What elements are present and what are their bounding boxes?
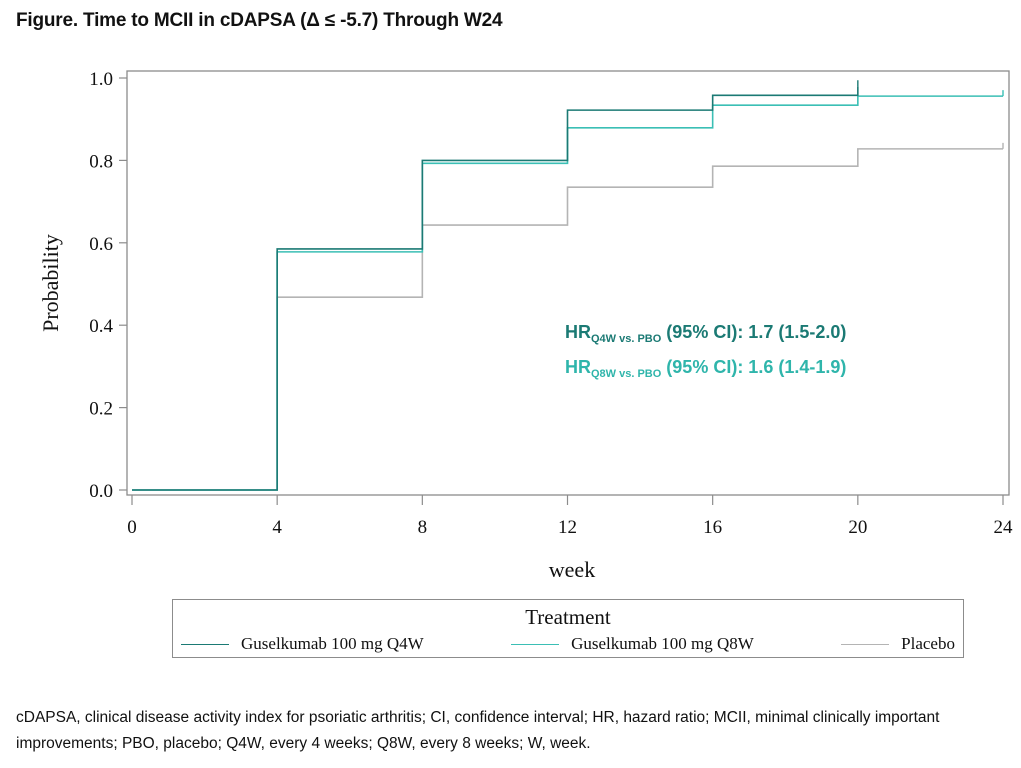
hr-prefix: HR <box>565 322 591 342</box>
series-layer <box>132 80 1004 491</box>
legend-label: Placebo <box>901 634 955 653</box>
y-tick-label: 0.8 <box>89 151 113 172</box>
y-tick-label: 0.0 <box>89 481 113 502</box>
hr-text: (95% CI): 1.6 (1.4-1.9) <box>661 357 847 377</box>
y-tick-label: 0.4 <box>89 316 113 337</box>
x-tick-label: 12 <box>558 517 577 538</box>
legend-item-q4w: Guselkumab 100 mg Q4W <box>181 634 424 654</box>
hazard-ratio-annotations: HRQ4W vs. PBO (95% CI): 1.7 (1.5-2.0) HR… <box>565 318 846 388</box>
legend: Treatment Guselkumab 100 mg Q4W Guselkum… <box>172 599 964 658</box>
legend-title: Treatment <box>525 605 611 629</box>
hr-annotation-q4w: HRQ4W vs. PBO (95% CI): 1.7 (1.5-2.0) <box>565 318 846 353</box>
x-axis-label: week <box>549 557 595 582</box>
footnote: cDAPSA, clinical disease activity index … <box>16 709 940 752</box>
hr-annotation-q8w: HRQ8W vs. PBO (95% CI): 1.6 (1.4-1.9) <box>565 353 846 388</box>
legend-swatch-q4w <box>181 643 229 645</box>
legend-swatch-q8w <box>511 643 560 645</box>
hr-subscript: Q4W vs. PBO <box>591 333 662 345</box>
hr-subscript: Q8W vs. PBO <box>591 368 662 380</box>
x-tick-label: 0 <box>127 517 137 538</box>
km-chart: 0.0 0.2 0.4 0.6 0.8 1.0 0 4 8 12 16 20 24 Probabili… <box>38 69 1013 582</box>
legend-swatch-placebo <box>841 643 890 645</box>
hr-text: (95% CI): 1.7 (1.5-2.0) <box>661 322 847 342</box>
y-tick-label: 1.0 <box>89 69 113 90</box>
legend-label: Guselkumab 100 mg Q4W <box>241 634 424 653</box>
y-axis-label: Probability <box>38 234 63 332</box>
y-tick-label: 0.2 <box>89 399 113 420</box>
x-axis: 0 4 8 12 16 20 24 <box>127 495 1013 538</box>
figure-title: Figure. Time to MCII in cDAPSA (Δ ≤ -5.7… <box>16 10 503 31</box>
legend-label: Guselkumab 100 mg Q8W <box>571 634 754 653</box>
series-line-guselkumab-100-mg-q4w <box>132 86 859 491</box>
y-tick-label: 0.6 <box>89 234 113 255</box>
legend-item-placebo: Placebo <box>841 634 955 654</box>
y-axis: 0.0 0.2 0.4 0.6 0.8 1.0 <box>89 69 127 502</box>
x-tick-label: 24 <box>994 517 1014 538</box>
x-tick-label: 16 <box>703 517 722 538</box>
legend-item-q8w: Guselkumab 100 mg Q8W <box>511 634 754 654</box>
x-tick-label: 20 <box>848 517 867 538</box>
x-tick-label: 8 <box>418 517 428 538</box>
hr-prefix: HR <box>565 357 591 377</box>
x-tick-label: 4 <box>272 517 282 538</box>
